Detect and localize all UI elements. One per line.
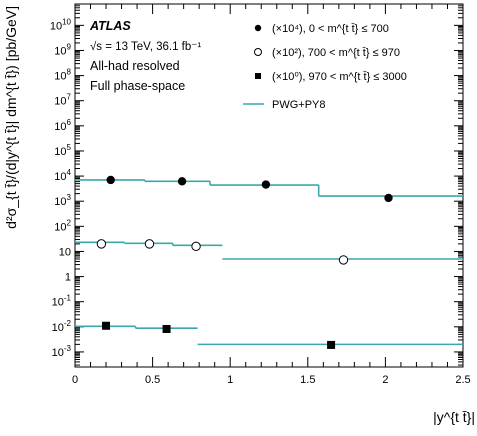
phase-space-label: Full phase-space [90, 79, 185, 93]
data-point-filled-square [102, 321, 111, 330]
x-tick-label: 1 [227, 374, 233, 386]
y-tick-label: 109 [54, 42, 71, 57]
data-point-filled-circle [261, 180, 271, 189]
data-point-open-circle [191, 241, 201, 252]
y-tick-label: 106 [54, 118, 71, 133]
legend: (×10⁴), 0 < m^{t t̄} ≤ 700 (×10²), 700 <… [243, 23, 407, 111]
data-point-open-circle [338, 255, 349, 265]
y-tick-label: 104 [54, 168, 71, 183]
y-tick-label: 10 [59, 246, 71, 258]
x-axis-ticks: 0 0.5 1 1.5 2 2.5 [72, 4, 471, 386]
y-tick-label: 1010 [50, 17, 72, 32]
legend-entry-1: (×10⁴), 0 < m^{t t̄} ≤ 700 [272, 23, 389, 35]
y-tick-label: 1 [65, 272, 71, 284]
x-tick-label: 2 [382, 374, 388, 386]
legend-entry-3: (×10⁰), 970 < m^{t t̄} ≤ 3000 [272, 71, 407, 83]
data-point-filled-square [162, 324, 171, 333]
y-tick-label: 102 [54, 218, 71, 233]
data-point-filled-square [327, 340, 336, 349]
atlas-label: ATLAS [89, 19, 131, 33]
data-point-open-circle [96, 239, 107, 249]
y-tick-label: 108 [54, 68, 71, 83]
x-tick-label: 1.5 [300, 374, 315, 386]
x-tick-label: 0.5 [145, 374, 160, 386]
data-point-filled-circle [106, 175, 115, 185]
legend-marker-filled-circle [254, 24, 262, 32]
x-axis-title: |y^{t t̄}| [433, 409, 475, 425]
y-tick-label: 103 [54, 193, 71, 208]
y-tick-label: 10-3 [52, 344, 72, 359]
data-points [96, 175, 393, 349]
legend-marker-filled-square [255, 73, 261, 79]
channel-label: All-had resolved [90, 59, 180, 73]
x-tick-label: 0 [72, 374, 78, 386]
data-point-filled-circle [384, 193, 393, 203]
y-tick-label: 105 [54, 143, 71, 158]
y-axis-title: d²σ_{t t̄}/(d|y^{t t̄}| dm^{t t̄}) [pb/G… [3, 6, 19, 229]
y-tick-label: 10-1 [52, 294, 72, 309]
model-lines [75, 179, 463, 346]
legend-marker-open-circle [254, 48, 262, 56]
plot-frame [74, 3, 464, 368]
energy-lumi-label: √s = 13 TeV, 36.1 fb⁻¹ [90, 40, 201, 53]
x-tick-label: 2.5 [455, 374, 470, 386]
data-point-open-circle [144, 239, 155, 249]
legend-entry-2: (×10²), 700 < m^{t t̄} ≤ 970 [272, 47, 400, 59]
y-tick-label: 107 [54, 93, 71, 108]
y-tick-label: 10-2 [52, 319, 72, 334]
data-point-filled-circle [177, 177, 187, 186]
legend-entry-model: PWG+PY8 [272, 99, 326, 111]
